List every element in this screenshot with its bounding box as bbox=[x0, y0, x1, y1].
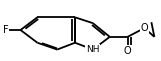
Text: O: O bbox=[124, 46, 131, 56]
Text: F: F bbox=[3, 25, 9, 35]
Text: O: O bbox=[141, 23, 148, 33]
Text: NH: NH bbox=[86, 45, 100, 54]
